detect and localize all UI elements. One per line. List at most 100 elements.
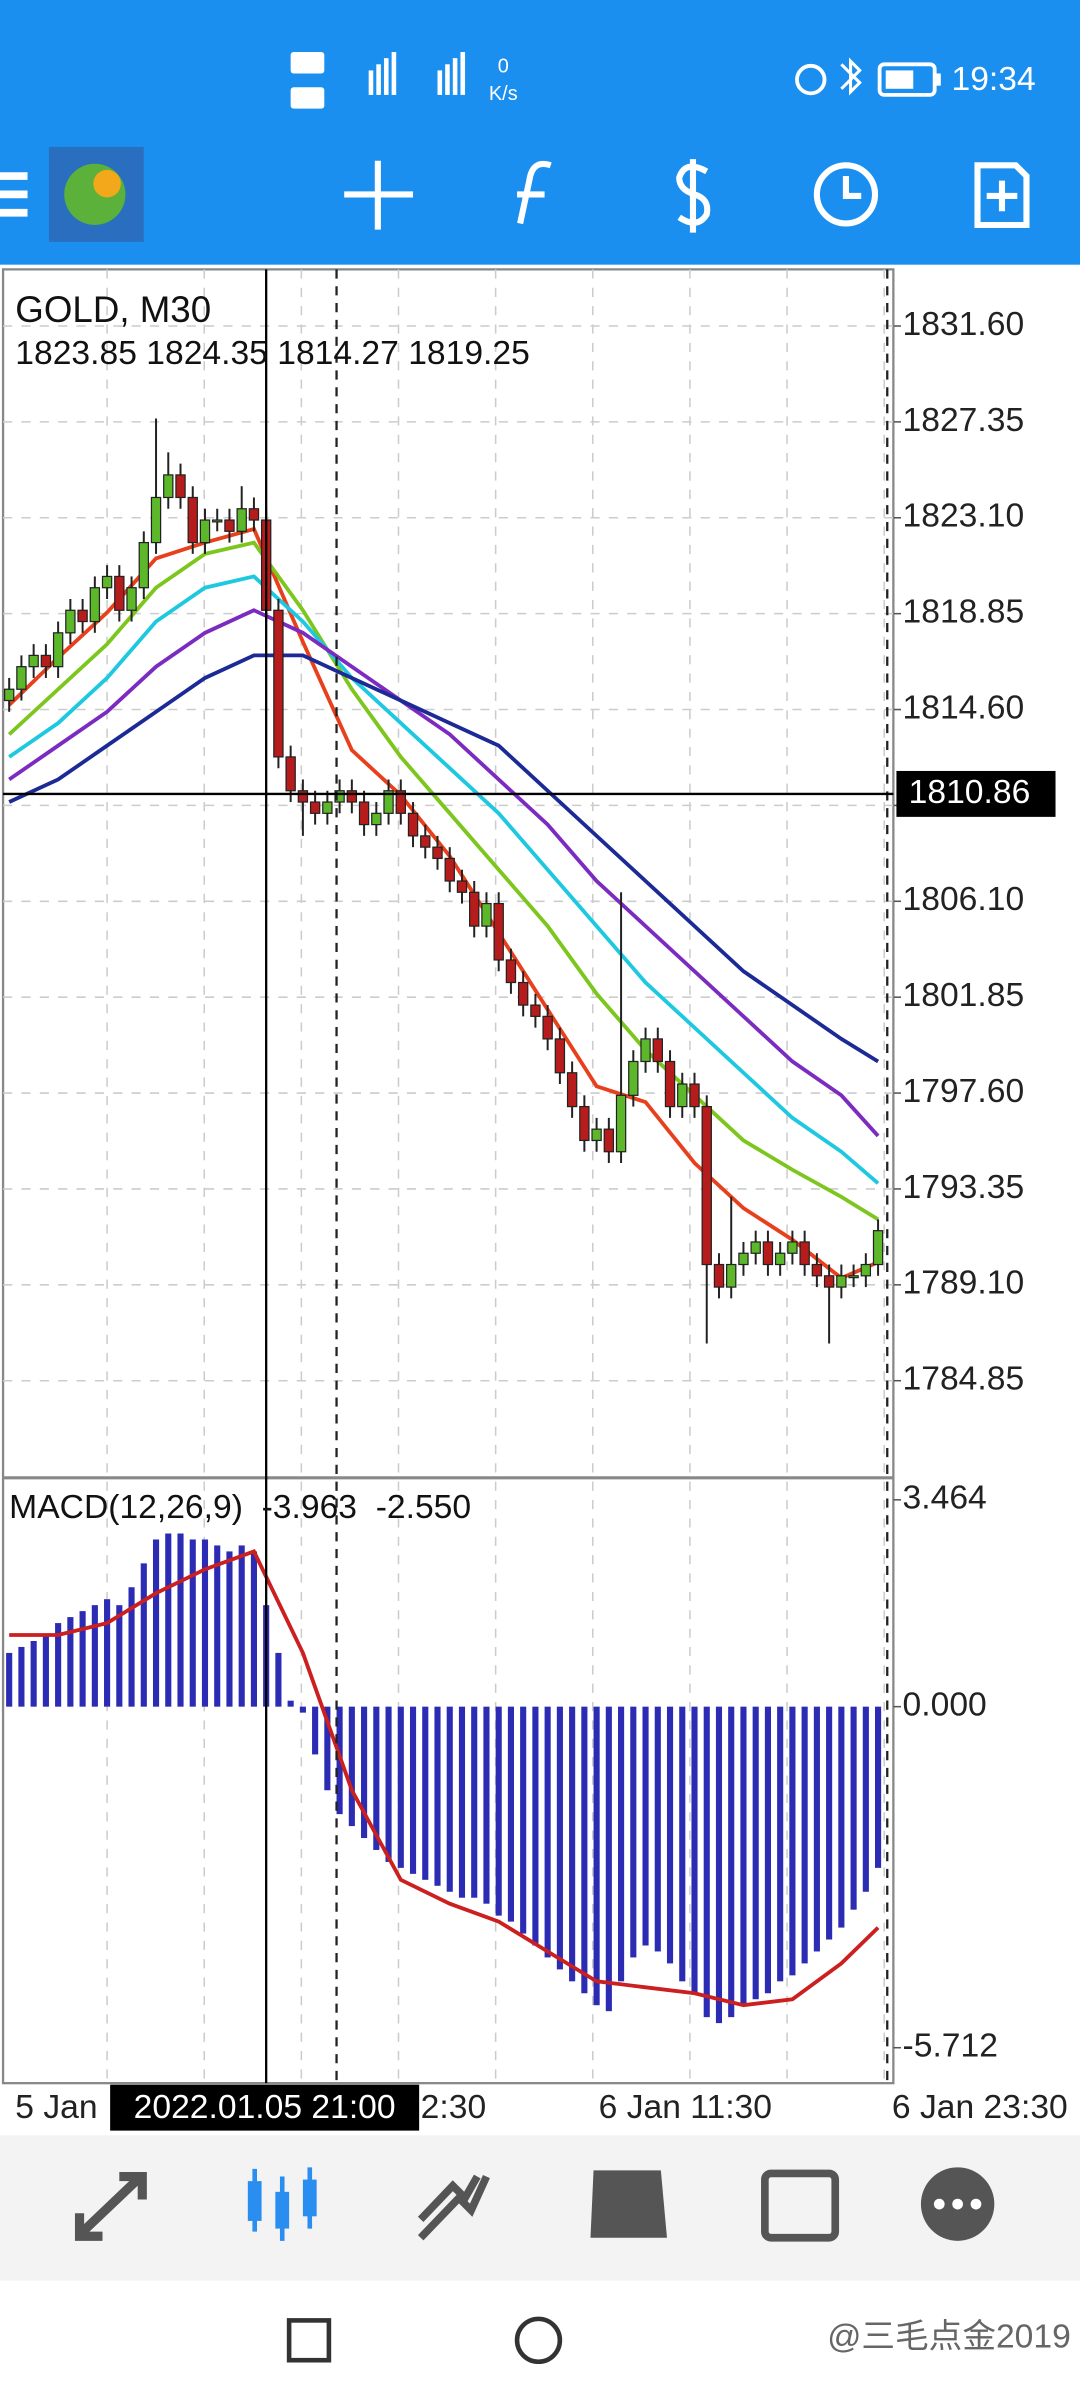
alarm-icon xyxy=(795,63,827,96)
macd-bar xyxy=(128,1587,135,1707)
moving-average xyxy=(8,653,880,1064)
macd-bar xyxy=(715,1706,723,2024)
macd-bar xyxy=(140,1563,147,1707)
candle-body xyxy=(273,609,284,758)
macd-bar xyxy=(556,1706,563,1970)
net-speed-value: 0 xyxy=(498,56,509,78)
trade-button[interactable] xyxy=(676,159,711,233)
signal-bar xyxy=(445,64,450,95)
candle-body xyxy=(334,790,345,803)
macd-bar xyxy=(740,1706,747,2006)
candle-body xyxy=(493,902,504,961)
candle-body xyxy=(823,1275,835,1288)
macd-bar xyxy=(67,1617,74,1707)
quotes-tab[interactable] xyxy=(74,2171,147,2241)
crosshair-button[interactable] xyxy=(344,160,414,230)
candle-body xyxy=(554,1038,566,1074)
home-button[interactable] xyxy=(514,2316,563,2365)
candle-body xyxy=(774,1252,786,1266)
macd-bar xyxy=(6,1652,13,1707)
hd-icon xyxy=(290,52,325,74)
candle-body xyxy=(40,654,52,668)
macd-bar xyxy=(703,1706,710,2018)
macd-bar xyxy=(801,1706,808,1964)
macd-bar xyxy=(79,1611,86,1707)
y-tick-label: 1784.85 xyxy=(903,1361,1025,1398)
candle-body xyxy=(407,812,419,837)
y-tick-label: 1823.10 xyxy=(903,498,1025,535)
candle-body xyxy=(248,508,260,521)
indicator-button[interactable] xyxy=(517,160,552,225)
plot xyxy=(3,418,884,2024)
clock-hands xyxy=(842,176,862,199)
candle-body xyxy=(346,790,358,803)
macd-tick-label: -5.712 xyxy=(903,2028,998,2065)
moving-average xyxy=(8,608,880,1138)
macd-tick-label: 3.464 xyxy=(903,1480,987,1517)
macd-bar xyxy=(152,1539,160,1707)
macd-bar xyxy=(850,1706,857,1910)
macd-bar xyxy=(618,1706,625,1982)
news-tab[interactable] xyxy=(761,2169,840,2242)
candle-body xyxy=(3,688,15,702)
moving-average xyxy=(7,540,880,1222)
macd-bar xyxy=(422,1706,429,1880)
candle-body xyxy=(297,790,309,803)
macd-bar xyxy=(520,1706,527,1934)
candle-body xyxy=(212,519,223,523)
macd-bar xyxy=(434,1706,441,1886)
app-icon-badge xyxy=(93,169,121,198)
candle-body xyxy=(872,1230,884,1266)
axes: 1831.60 1827.35 1823.10 1818.85 1814.60 1810.… xyxy=(3,306,1068,2131)
period-button[interactable] xyxy=(813,162,879,227)
macd-bar xyxy=(532,1706,539,1946)
chart-background xyxy=(0,264,1080,2136)
new-order-button[interactable] xyxy=(974,162,1030,229)
candle-body xyxy=(530,1004,541,1017)
candle-body xyxy=(787,1241,798,1254)
signal-bar xyxy=(437,70,443,95)
macd-bar xyxy=(654,1706,661,1952)
recents-button[interactable] xyxy=(286,2318,332,2363)
candle-body xyxy=(677,1083,688,1108)
candle-body xyxy=(603,1128,615,1153)
net-speed-unit: K/s xyxy=(489,83,518,105)
candle-body xyxy=(701,1105,712,1266)
ohlc-readout: 1823.85 1824.35 1814.27 1819.25 xyxy=(15,335,530,372)
macd-bar xyxy=(838,1706,845,1928)
candle-body xyxy=(481,902,492,927)
trade-tab[interactable] xyxy=(417,2174,490,2241)
signal-bar xyxy=(391,52,397,95)
candle-body xyxy=(224,519,235,532)
candle-body xyxy=(738,1252,749,1266)
chart-tab[interactable] xyxy=(247,2167,317,2241)
macd-bar xyxy=(397,1706,404,1868)
x-tick-label: 2:30 xyxy=(421,2089,486,2126)
x-tick-label: 6 Jan 23:30 xyxy=(892,2089,1068,2126)
macd-bar xyxy=(91,1605,98,1707)
macd-bar xyxy=(104,1599,111,1707)
app-icon-globe xyxy=(64,163,126,225)
candle-body xyxy=(664,1060,676,1108)
macd-bar xyxy=(361,1706,368,1839)
candle-body xyxy=(517,981,529,1006)
macd-bar xyxy=(385,1706,392,1862)
menu-button[interactable] xyxy=(0,172,28,217)
chat-dot xyxy=(970,2198,982,2210)
macd-bar xyxy=(593,1706,600,2006)
macd-bar xyxy=(666,1706,674,1964)
candle-body xyxy=(713,1263,725,1288)
candle-body xyxy=(456,880,468,893)
x-tick-label: 5 Jan xyxy=(15,2089,97,2126)
candle-body xyxy=(77,609,88,623)
history-tab[interactable] xyxy=(590,2170,667,2238)
macd-bar xyxy=(201,1539,209,1707)
candle-body xyxy=(542,1015,553,1040)
macd-bar xyxy=(752,1706,759,2000)
candle-body xyxy=(469,891,480,927)
macd-bar xyxy=(446,1706,453,1892)
candle-body xyxy=(199,519,211,544)
system-nav xyxy=(0,2280,1080,2400)
macd-bar xyxy=(826,1706,833,1940)
chat-dot xyxy=(933,2198,945,2210)
